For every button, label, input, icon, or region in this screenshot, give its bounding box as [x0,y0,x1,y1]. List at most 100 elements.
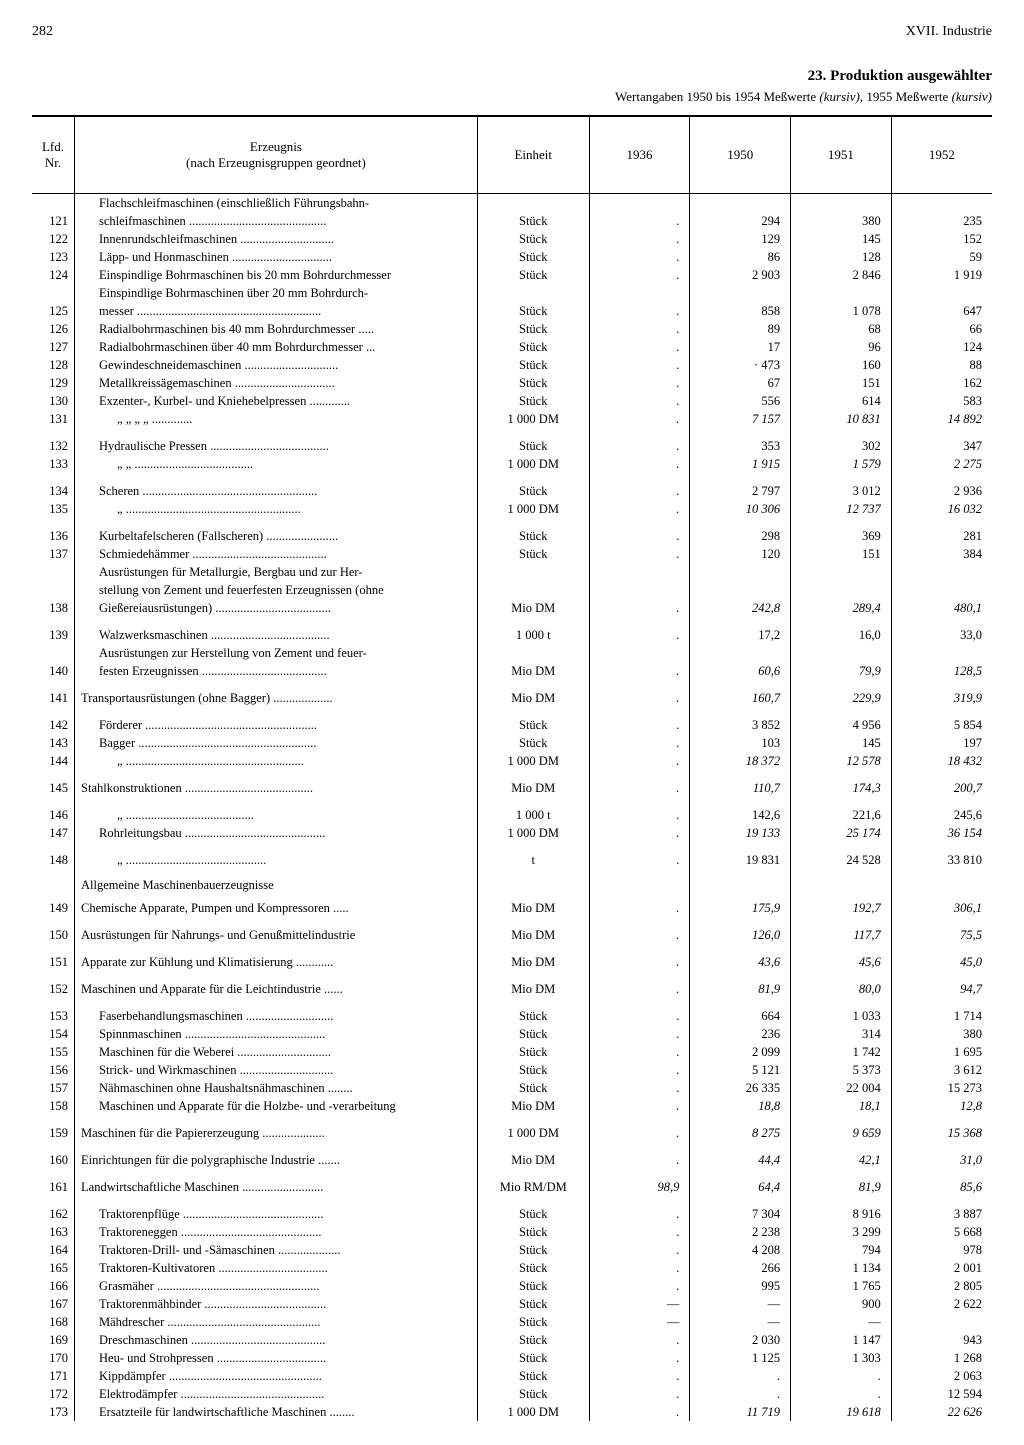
val-1952: 5 854 [891,716,992,734]
product-name: Maschinen für die Weberei ..............… [75,1043,478,1061]
row-number: 168 [32,1313,75,1331]
val-1951: 1 765 [791,1277,892,1295]
product-name: „ ......................................… [75,752,478,770]
val-1936: . [589,689,690,707]
val-1936: . [589,626,690,644]
val-1950: 995 [690,1277,791,1295]
unit: 1 000 t [477,806,589,824]
val-1951: 1 134 [791,1259,892,1277]
row-number: 152 [32,980,75,998]
product-name: Chemische Apparate, Pumpen und Kompresso… [75,899,478,917]
product-name: Traktoreneggen .........................… [75,1223,478,1241]
val-1950: 60,6 [690,662,791,680]
unit: Stück [477,1331,589,1349]
row-number: 124 [32,266,75,284]
val-1950: — [690,1313,791,1331]
val-1936: . [589,500,690,518]
val-1951: 1 742 [791,1043,892,1061]
val-1936: . [589,1205,690,1223]
row-number [32,194,75,212]
val-1951: 145 [791,734,892,752]
val-1951: 8 916 [791,1205,892,1223]
val-1952: 583 [891,392,992,410]
col-unit: Einheit [477,117,589,194]
row-number: 122 [32,230,75,248]
val-1952: 943 [891,1331,992,1349]
val-1950 [690,644,791,662]
val-1936: 98,9 [589,1178,690,1196]
val-1952: 2 063 [891,1367,992,1385]
val-1950: 26 335 [690,1079,791,1097]
val-1936: . [589,545,690,563]
row-number: 172 [32,1385,75,1403]
val-1952: 12,8 [891,1097,992,1115]
val-1952: 384 [891,545,992,563]
row-number: 125 [32,302,75,320]
row-number: 142 [32,716,75,734]
product-name: messer .................................… [75,302,478,320]
val-1952 [891,284,992,302]
row-number: 165 [32,1259,75,1277]
unit: Stück [477,230,589,248]
val-1936: — [589,1295,690,1313]
val-1951: 4 956 [791,716,892,734]
val-1952: 200,7 [891,779,992,797]
val-1936: . [589,1277,690,1295]
val-1951: 192,7 [791,899,892,917]
unit: Mio DM [477,1097,589,1115]
unit: Mio DM [477,779,589,797]
unit: Stück [477,392,589,410]
product-name: „ ......................................… [75,851,478,869]
unit: 1 000 DM [477,410,589,428]
val-1936: . [589,806,690,824]
val-1936: . [589,212,690,230]
row-number: 160 [32,1151,75,1169]
val-1950: 7 304 [690,1205,791,1223]
product-name: Apparate zur Kühlung und Klimatisierung … [75,953,478,971]
val-1950: 556 [690,392,791,410]
row-number: 167 [32,1295,75,1313]
val-1936: . [589,752,690,770]
table-title: 23. Produktion ausgewählter [808,68,992,84]
val-1951: 10 831 [791,410,892,428]
row-number: 153 [32,1007,75,1025]
val-1952: 5 668 [891,1223,992,1241]
val-1950 [690,284,791,302]
val-1952: 94,7 [891,980,992,998]
product-name: Stahlkonstruktionen ....................… [75,779,478,797]
val-1951: 1 033 [791,1007,892,1025]
val-1952: 2 275 [891,455,992,473]
val-1936: . [589,1079,690,1097]
val-1936: . [589,302,690,320]
product-name: Heu- und Strohpressen ..................… [75,1349,478,1367]
val-1951: 614 [791,392,892,410]
val-1936: . [589,374,690,392]
val-1950: 5 121 [690,1061,791,1079]
unit: Mio DM [477,953,589,971]
val-1950: 2 030 [690,1331,791,1349]
val-1951 [791,563,892,581]
val-1950: . [690,1385,791,1403]
row-number [32,644,75,662]
val-1950 [690,563,791,581]
unit: Stück [477,1043,589,1061]
unit: 1 000 DM [477,824,589,842]
col-1950: 1950 [690,117,791,194]
row-number: 133 [32,455,75,473]
product-name: Radialbohrmaschinen über 40 mm Bohrdurch… [75,338,478,356]
val-1936: . [589,1124,690,1142]
unit: Stück [477,1367,589,1385]
val-1952: 162 [891,374,992,392]
val-1952: 1 714 [891,1007,992,1025]
unit: Stück [477,1007,589,1025]
unit: 1 000 DM [477,1403,589,1421]
unit: Stück [477,734,589,752]
val-1952: 245,6 [891,806,992,824]
val-1951: 900 [791,1295,892,1313]
product-name: Einspindlige Bohrmaschinen bis 20 mm Boh… [75,266,478,284]
unit: Stück [477,1061,589,1079]
row-number: 164 [32,1241,75,1259]
unit: Stück [477,1295,589,1313]
val-1936: — [589,1313,690,1331]
val-1936: . [589,953,690,971]
